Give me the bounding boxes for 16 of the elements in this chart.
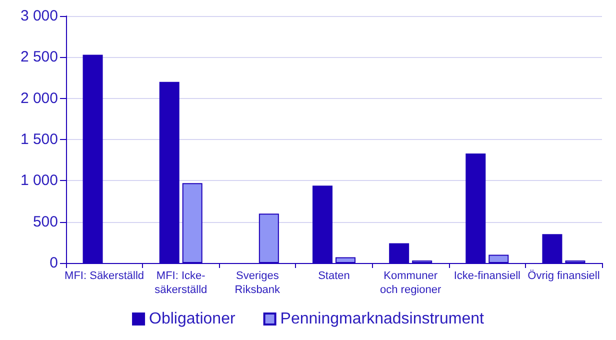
y-tick-label: 2 000	[20, 90, 58, 107]
y-tick-label: 1 000	[20, 172, 58, 190]
x-tick-label: MFI: Icke- säkerställd	[154, 270, 208, 296]
x-tick-label: Icke-finansiell	[454, 270, 520, 282]
x-tick-label: Sveriges Riksbank	[234, 270, 281, 296]
legend-label: Penningmarknadsinstrument	[280, 310, 485, 328]
y-tick-label: 0	[50, 254, 58, 272]
y-tick-label: 2 500	[20, 48, 58, 66]
x-tick-label: MFI: Säkerställd	[64, 270, 144, 282]
y-tick-label: 500	[32, 213, 58, 230]
x-tick-label: Kommuner och regioner	[380, 270, 442, 296]
y-tick-label: 1 500	[20, 131, 58, 148]
y-tick-label: 3 000	[20, 8, 58, 24]
legend-label: Obligationer	[149, 310, 236, 328]
x-tick-label: Staten	[318, 270, 350, 282]
x-tick-label: Övrig finansiell	[528, 269, 600, 282]
